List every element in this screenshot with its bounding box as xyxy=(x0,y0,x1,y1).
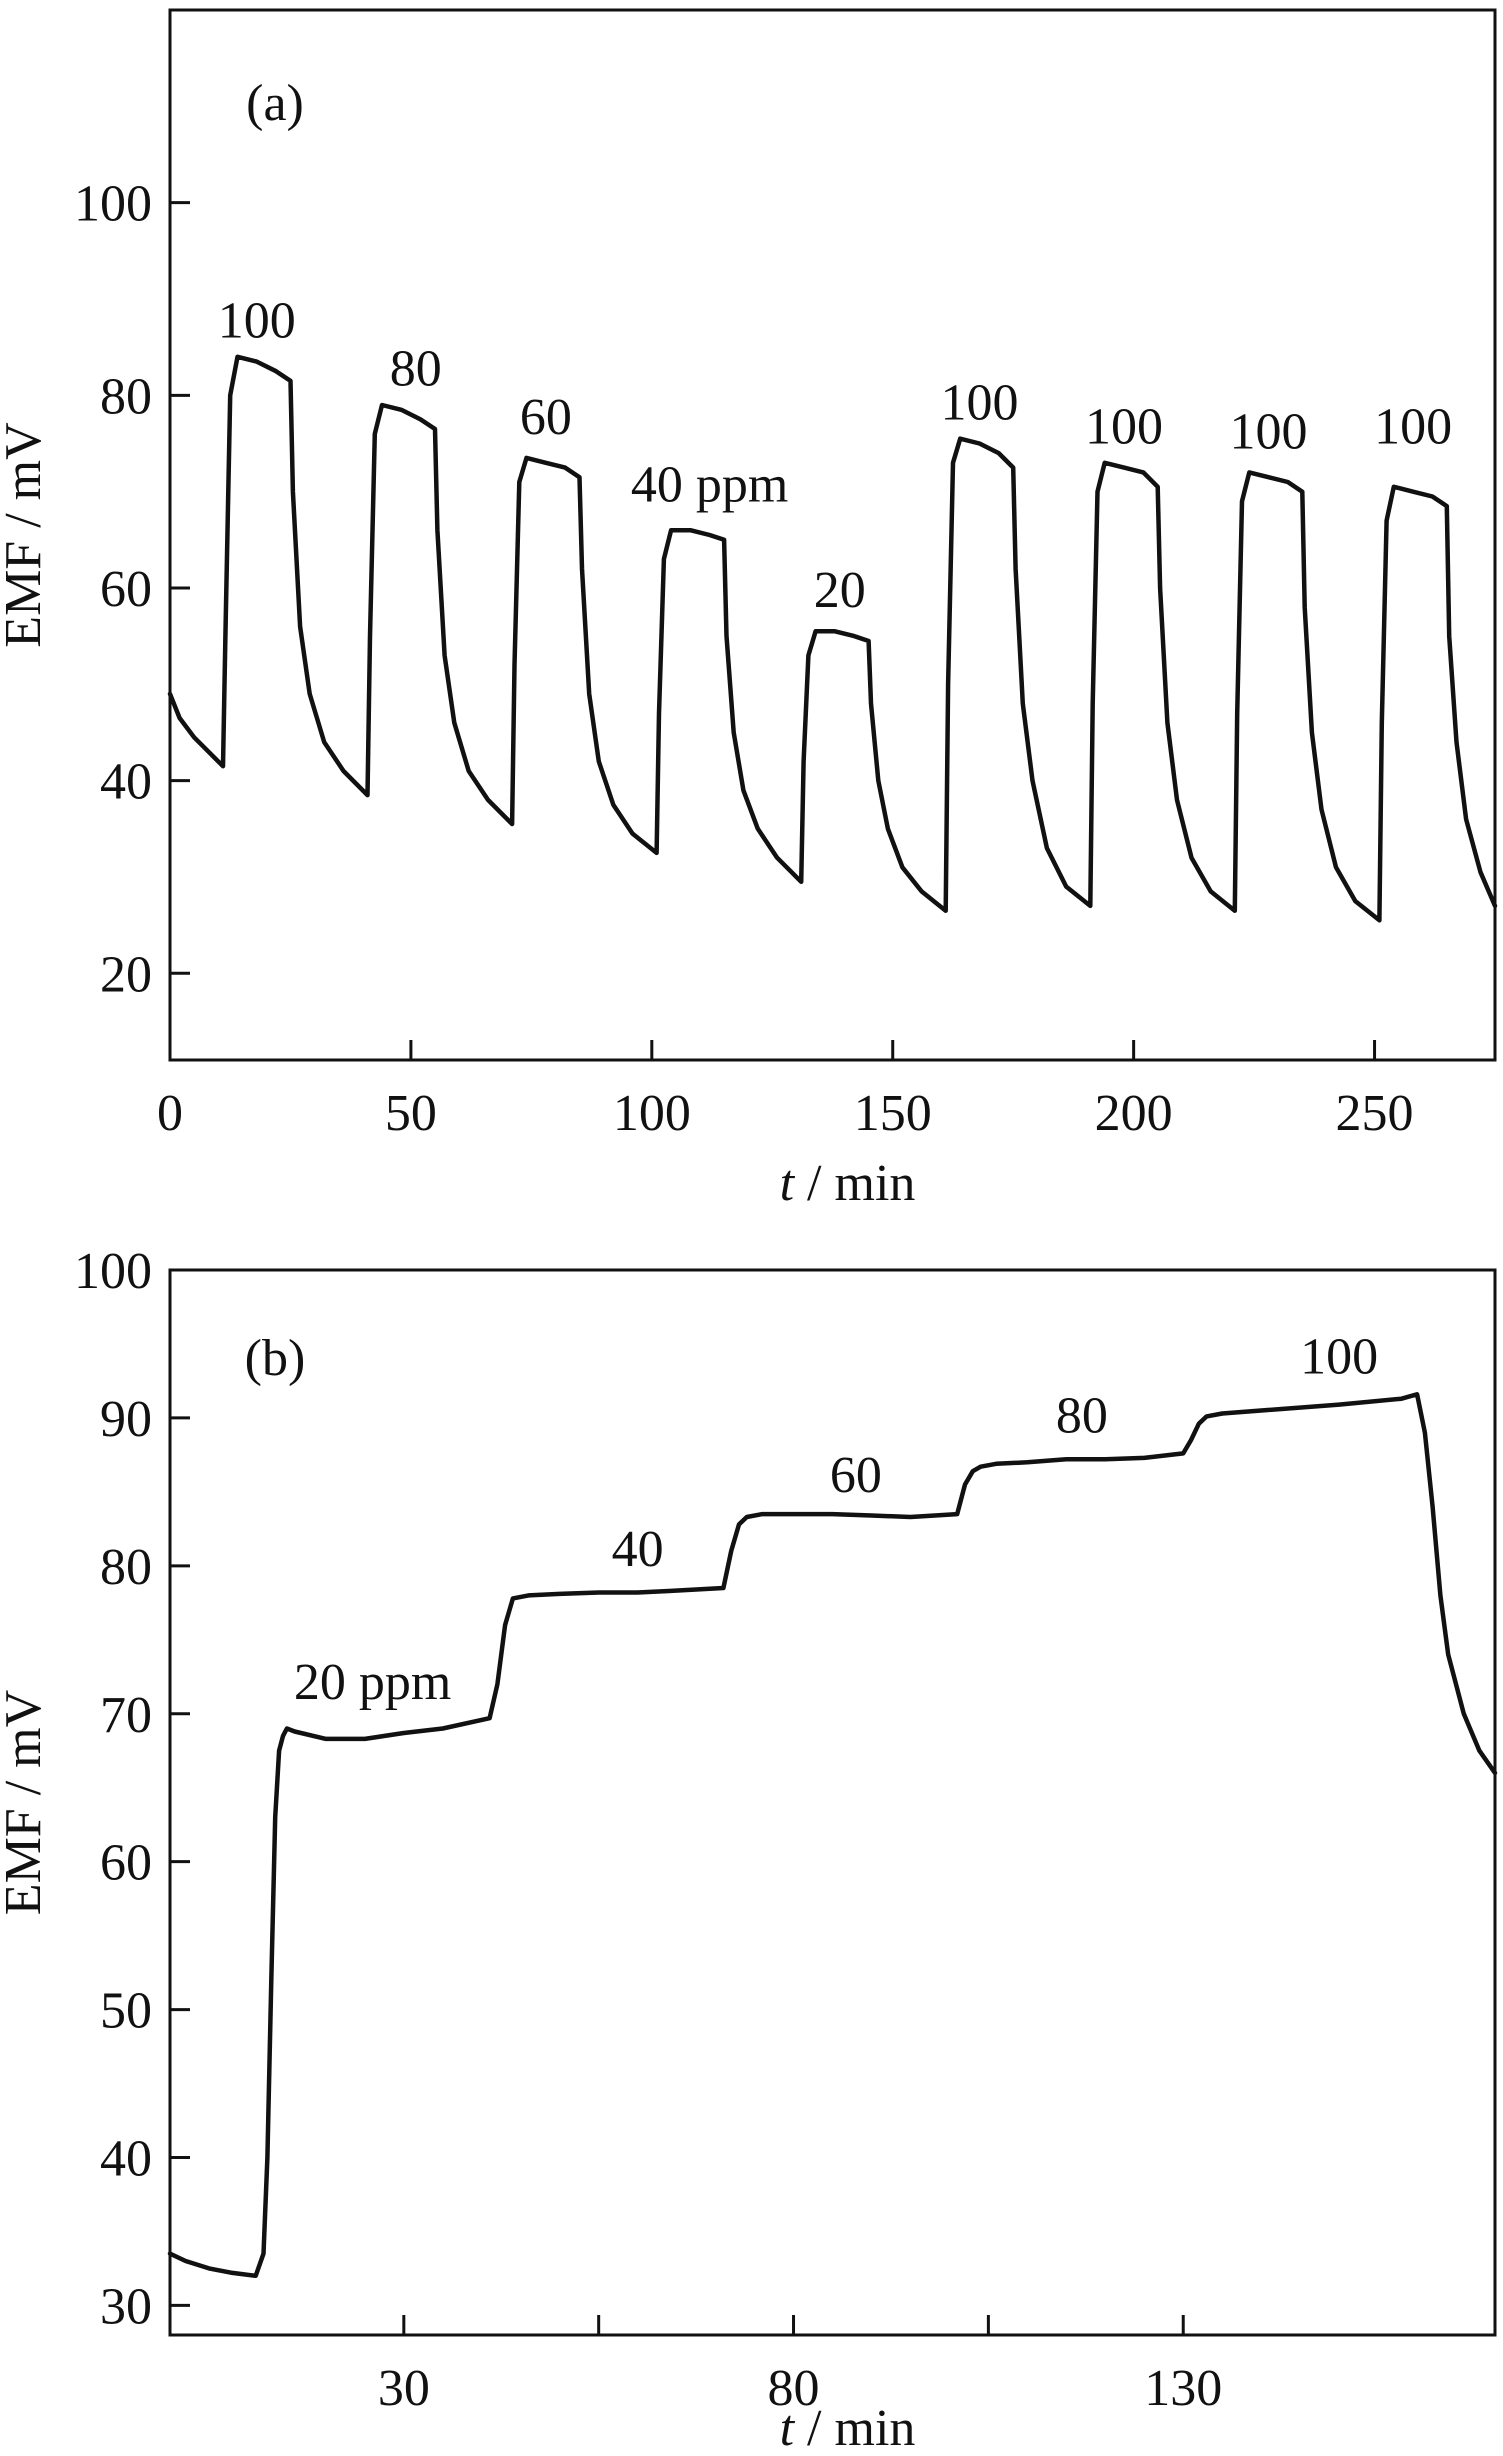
concentration-annotation: 40 xyxy=(612,1521,664,1578)
y-tick-label: 30 xyxy=(100,2278,152,2335)
x-axis-title-unit: / min xyxy=(794,2400,915,2456)
chart-panel-b: 30 80 130 30 40 50 60 70 80 90 100 20 ppm 40 60 80 100 (… xyxy=(0,1243,1498,2456)
y-tick-label: 70 xyxy=(100,1687,152,1744)
y-tick-label: 100 xyxy=(74,176,152,233)
x-axis-title: t / min xyxy=(780,2400,916,2456)
x-tick-label: 30 xyxy=(378,2360,430,2417)
panel-label: (a) xyxy=(246,75,304,132)
x-axis-title-variable: t xyxy=(780,2400,796,2456)
plot-frame xyxy=(168,1268,1497,2337)
concentration-annotation: 100 xyxy=(940,374,1018,431)
x-axis-title-variable: t xyxy=(780,1155,796,1212)
x-tick-label: 200 xyxy=(1095,1085,1173,1142)
concentration-annotation: 60 xyxy=(520,389,572,446)
y-axis-title: EMF / mV xyxy=(0,1690,52,1915)
emf-series-line xyxy=(167,1392,1498,2279)
concentration-annotation: 80 xyxy=(1056,1388,1108,1445)
y-tick-label: 60 xyxy=(100,561,152,618)
x-tick-label: 100 xyxy=(613,1085,691,1142)
x-tick-label: 50 xyxy=(385,1085,437,1142)
concentration-annotation: 20 xyxy=(814,562,866,619)
x-tick-label: 130 xyxy=(1144,2360,1222,2417)
emf-series-line xyxy=(167,354,1498,923)
concentration-annotation: 100 xyxy=(218,293,296,350)
concentration-annotation: 100 xyxy=(1085,398,1163,455)
y-tick-label: 40 xyxy=(100,2131,152,2188)
y-axis-title: EMF / mV xyxy=(0,422,52,647)
concentration-annotation: 60 xyxy=(830,1447,882,1504)
y-tick-label: 40 xyxy=(100,754,152,811)
y-tick-label: 80 xyxy=(100,368,152,425)
panel-label: (b) xyxy=(245,1330,306,1387)
plot-frame xyxy=(168,8,1497,1062)
y-tick-label: 50 xyxy=(100,1983,152,2040)
y-tick-label: 100 xyxy=(74,1243,152,1300)
chart-panel-a: 0 50 100 150 200 250 20 40 60 80 100 100 80 60 40 ppm 2… xyxy=(0,8,1498,1212)
y-tick-label: 20 xyxy=(100,946,152,1003)
x-axis-title-unit: / min xyxy=(794,1155,915,1212)
concentration-annotation: 20 ppm xyxy=(294,1654,451,1711)
concentration-annotation: 100 xyxy=(1300,1329,1378,1386)
y-tick-label: 60 xyxy=(100,1835,152,1892)
x-tick-label: 80 xyxy=(768,2360,820,2417)
x-tick-label: 250 xyxy=(1336,1085,1414,1142)
concentration-annotation: 80 xyxy=(390,341,442,398)
concentration-annotation: 40 ppm xyxy=(631,456,788,513)
y-tick-label: 90 xyxy=(100,1391,152,1448)
x-axis-title: t / min xyxy=(780,1155,916,1212)
y-tick-label: 80 xyxy=(100,1539,152,1596)
x-tick-label: 150 xyxy=(854,1085,932,1142)
concentration-annotation: 100 xyxy=(1374,398,1452,455)
x-tick-label: 0 xyxy=(157,1085,183,1142)
concentration-annotation: 100 xyxy=(1230,403,1308,460)
